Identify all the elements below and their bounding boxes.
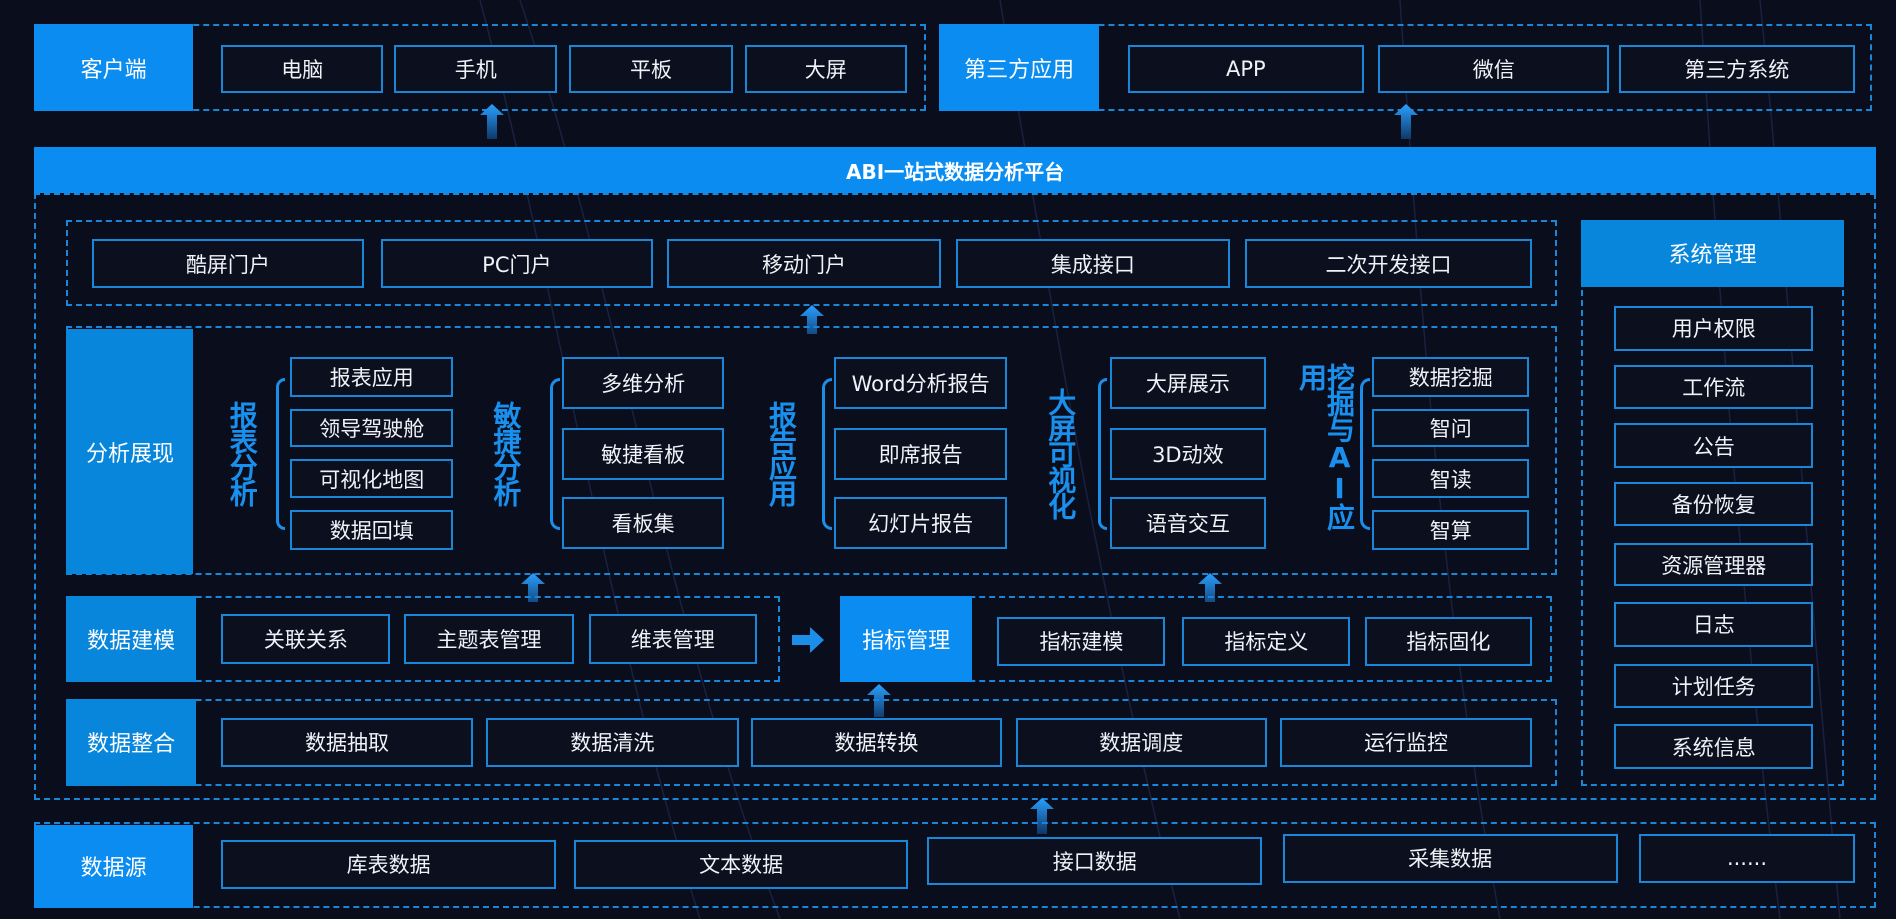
analysis-item[interactable]: Word分析报告 (834, 356, 1008, 409)
integration-label: 数据整合 (66, 698, 196, 786)
system-item[interactable]: 系统信息 (1614, 724, 1814, 769)
arrow-up-icon (1030, 797, 1055, 838)
datasource-item[interactable]: 接口数据 (927, 836, 1263, 885)
analysis-item[interactable]: 语音交互 (1109, 496, 1266, 549)
third-party-item[interactable]: 微信 (1378, 44, 1610, 94)
modeling-item[interactable]: 维表管理 (588, 614, 757, 664)
third-party-item[interactable]: 第三方系统 (1618, 44, 1855, 94)
analysis-label: 分析展现 (66, 328, 194, 575)
system-item[interactable]: 工作流 (1614, 365, 1814, 409)
analysis-item[interactable]: 敏捷看板 (562, 427, 725, 480)
analysis-item[interactable]: 智读 (1372, 459, 1530, 499)
system-label: 系统管理 (1581, 220, 1844, 287)
client-label: 客户端 (33, 24, 194, 112)
arrow-up-icon (1198, 573, 1223, 614)
brace-icon (1097, 378, 1108, 530)
client-item[interactable]: 大屏 (744, 44, 907, 94)
modeling-item[interactable]: 主题表管理 (403, 614, 575, 664)
system-item[interactable]: 用户权限 (1614, 305, 1814, 351)
analysis-item[interactable]: 多维分析 (562, 356, 725, 409)
portal-item[interactable]: 移动门户 (667, 239, 941, 288)
integration-item[interactable]: 数据抽取 (221, 718, 473, 767)
analysis-item[interactable]: 即席报告 (834, 427, 1008, 480)
analysis-item[interactable]: 幻灯片报告 (834, 496, 1008, 549)
datasource-label: 数据源 (33, 824, 194, 908)
brace-icon (550, 378, 560, 530)
metrics-label: 指标管理 (840, 596, 973, 682)
platform-body (33, 193, 1877, 801)
analysis-group-title: 报表分析 (225, 401, 259, 506)
portal-section (66, 220, 1558, 306)
brace-icon (1360, 378, 1370, 530)
datasource-item[interactable]: 采集数据 (1282, 834, 1618, 883)
portal-item[interactable]: PC门户 (380, 239, 653, 288)
datasource-item[interactable]: ...... (1639, 834, 1855, 883)
analysis-item[interactable]: 报表应用 (290, 356, 454, 397)
modeling-label: 数据建模 (66, 596, 196, 682)
integration-item[interactable]: 数据调度 (1015, 718, 1268, 767)
arrow-up-icon (1394, 103, 1419, 144)
portal-item[interactable]: 二次开发接口 (1245, 239, 1532, 288)
third-party-label: 第三方应用 (939, 24, 1099, 112)
brace-icon (275, 378, 286, 530)
system-item[interactable]: 资源管理器 (1614, 542, 1814, 587)
brace-icon (822, 378, 832, 530)
integration-item[interactable]: 运行监控 (1280, 718, 1532, 767)
system-item[interactable]: 计划任务 (1614, 663, 1814, 709)
analysis-group-title: 敏捷分析 (489, 401, 523, 506)
third-party-item[interactable]: APP (1127, 44, 1364, 94)
arrow-up-icon (800, 304, 825, 345)
datasource-item[interactable]: 库表数据 (221, 840, 557, 889)
analysis-item[interactable]: 数据回填 (290, 510, 454, 551)
arrow-up-icon (866, 684, 891, 725)
analysis-item[interactable]: 可视化地图 (290, 459, 454, 499)
client-item[interactable]: 电脑 (221, 44, 384, 94)
metrics-item[interactable]: 指标建模 (997, 616, 1166, 667)
analysis-group-title: 挖掘与AI应用 (1295, 362, 1357, 529)
client-item[interactable]: 手机 (394, 44, 558, 94)
analysis-item[interactable]: 智问 (1372, 408, 1530, 448)
integration-item[interactable]: 数据转换 (750, 718, 1003, 767)
analysis-item[interactable]: 智算 (1372, 510, 1530, 551)
arrow-up-icon (480, 103, 505, 144)
modeling-item[interactable]: 关联关系 (221, 614, 391, 664)
platform-title-bar: ABI一站式数据分析平台 (33, 147, 1877, 194)
analysis-item[interactable]: 看板集 (562, 496, 725, 549)
datasource-item[interactable]: 文本数据 (574, 840, 908, 889)
analysis-item[interactable]: 大屏展示 (1109, 356, 1266, 409)
client-item[interactable]: 平板 (569, 44, 733, 94)
arrow-up-icon (521, 573, 546, 614)
integration-item[interactable]: 数据清洗 (486, 718, 739, 767)
system-item[interactable]: 公告 (1614, 423, 1814, 468)
analysis-group-title: 大屏可视化 (1044, 388, 1078, 519)
system-item[interactable]: 日志 (1614, 602, 1814, 647)
portal-item[interactable]: 酷屏门户 (91, 239, 364, 288)
analysis-item[interactable]: 领导驾驶舱 (290, 408, 454, 448)
system-item[interactable]: 备份恢复 (1614, 482, 1814, 526)
metrics-item[interactable]: 指标定义 (1182, 616, 1351, 667)
arrow-right-icon (791, 627, 824, 657)
analysis-item[interactable]: 数据挖掘 (1372, 356, 1530, 397)
analysis-group-title: 报告应用 (765, 401, 798, 506)
analysis-item[interactable]: 3D动效 (1109, 427, 1266, 480)
metrics-item[interactable]: 指标固化 (1364, 616, 1532, 667)
portal-item[interactable]: 集成接口 (956, 239, 1230, 288)
